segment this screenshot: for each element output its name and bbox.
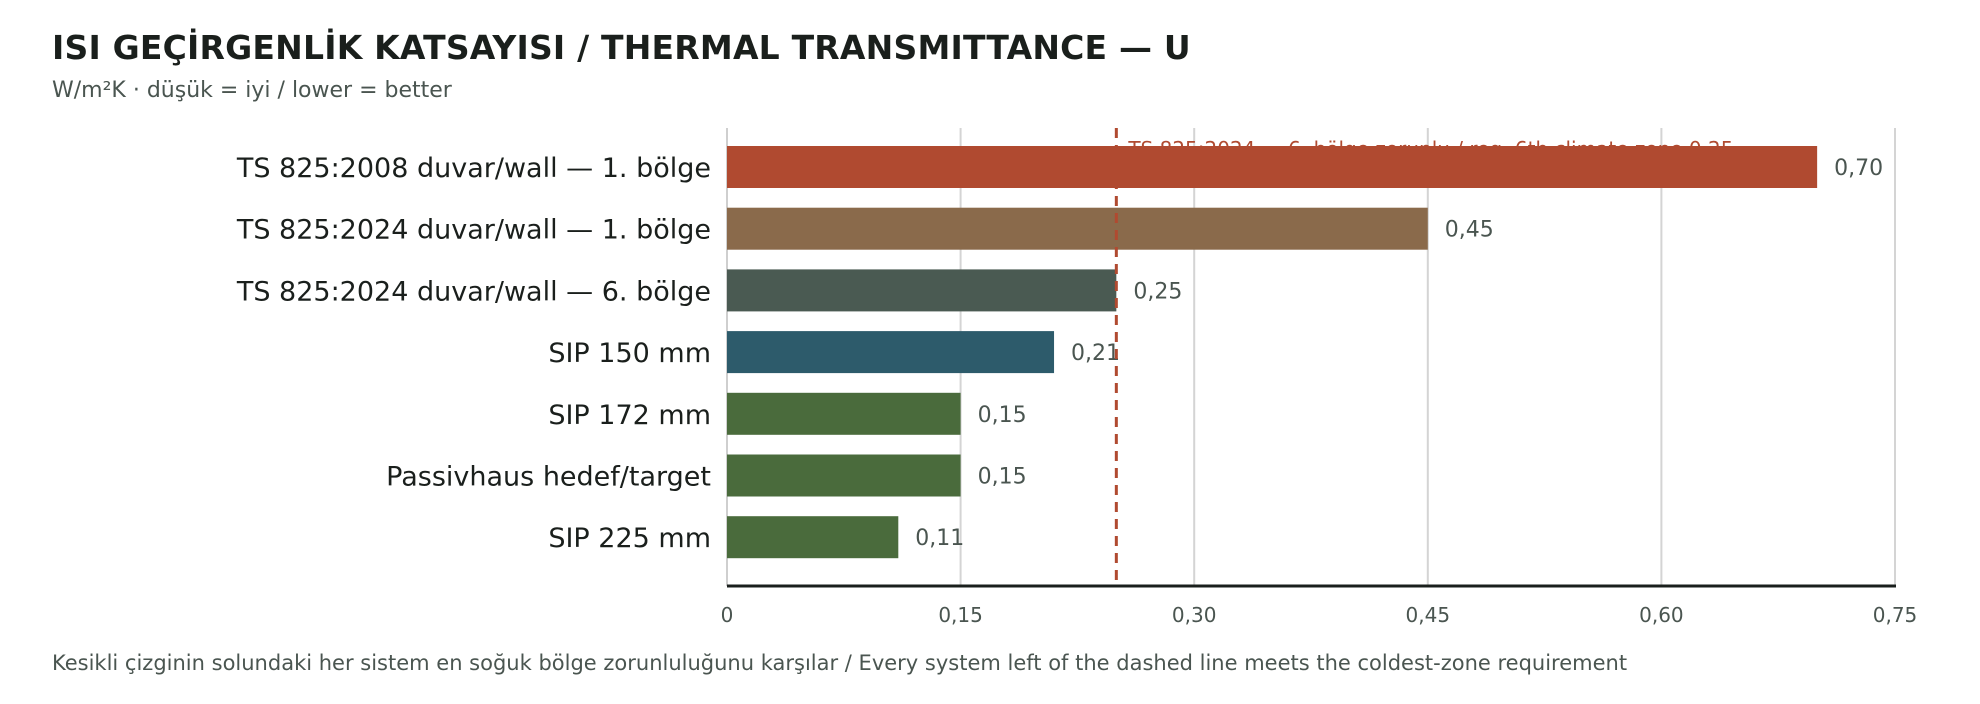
x-tick-label: 0 bbox=[721, 603, 734, 627]
category-label: TS 825:2008 duvar/wall — 1. bölge bbox=[236, 153, 711, 184]
x-axis: 0 0,15 0,30 0,45 0,60 0,75 bbox=[721, 584, 1918, 627]
bar bbox=[727, 392, 961, 435]
bar bbox=[727, 331, 1055, 374]
category-label: TS 825:2024 duvar/wall — 1. bölge bbox=[236, 215, 711, 246]
x-tick-label: 0,30 bbox=[1172, 603, 1217, 627]
x-tick-label: 0,15 bbox=[938, 603, 983, 627]
bar bbox=[727, 516, 899, 559]
value-label: 0,11 bbox=[915, 526, 964, 551]
chart-title: ISI GEÇİRGENLİK KATSAYISI / THERMAL TRAN… bbox=[52, 28, 1191, 67]
footnote: Kesikli çizginin solundaki her sistem en… bbox=[52, 651, 1628, 675]
value-label: 0,70 bbox=[1834, 156, 1883, 181]
value-label: 0,25 bbox=[1133, 279, 1182, 304]
bar bbox=[727, 454, 961, 497]
value-label: 0,15 bbox=[978, 403, 1027, 428]
category-label: Passivhaus hedef/target bbox=[386, 462, 711, 493]
category-label: SIP 150 mm bbox=[548, 338, 711, 369]
x-tick-label: 0,75 bbox=[1873, 603, 1918, 627]
x-tick-label: 0,60 bbox=[1639, 603, 1684, 627]
bar bbox=[727, 269, 1117, 312]
value-label: 0,45 bbox=[1445, 218, 1494, 243]
bar bbox=[727, 207, 1428, 250]
category-label: SIP 172 mm bbox=[548, 400, 711, 431]
bars-group: TS 825:2008 duvar/wall — 1. bölge 0,70 TS … bbox=[236, 146, 1883, 559]
value-label: 0,21 bbox=[1071, 341, 1120, 366]
value-label: 0,15 bbox=[978, 465, 1027, 490]
chart-subtitle: W/m²K · düşük = iyi / lower = better bbox=[52, 78, 452, 103]
bar bbox=[727, 146, 1818, 188]
x-tick-label: 0,45 bbox=[1406, 603, 1451, 627]
category-label: TS 825:2024 duvar/wall — 6. bölge bbox=[236, 276, 711, 307]
category-label: SIP 225 mm bbox=[548, 523, 711, 554]
